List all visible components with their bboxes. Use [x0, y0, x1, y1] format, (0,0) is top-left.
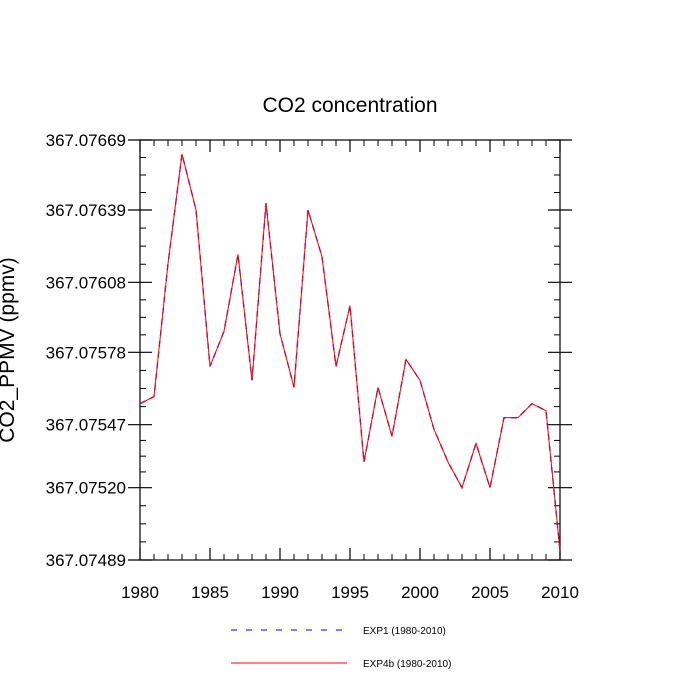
- y-tick-label: 367.07639: [46, 201, 126, 220]
- x-tick-label: 2000: [401, 583, 439, 602]
- x-axis: 1980 1985 1990 1995 2000 2005 2010: [121, 140, 579, 602]
- y-tick-label: 367.07520: [46, 479, 126, 498]
- series-line-exp4b: [139, 153, 561, 551]
- y-tick-label: 367.07669: [46, 131, 126, 150]
- x-tick-label: 1980: [121, 583, 159, 602]
- y-tick-label: 367.07578: [46, 343, 126, 362]
- x-tick-label: 2010: [541, 583, 579, 602]
- y-tick-label: 367.07608: [46, 273, 126, 292]
- y-tick-label: 367.07489: [46, 551, 126, 570]
- chart-title: CO2 concentration: [262, 94, 437, 117]
- x-tick-label: 1985: [191, 583, 229, 602]
- y-axis: 367.07489 367.07520 367.07547 367.07578 367.…: [46, 131, 572, 570]
- plot-area: 1980 1985 1990 1995 2000 2005 2010 367.0748936…: [46, 131, 579, 602]
- y-tick-label: 367.07547: [46, 416, 126, 435]
- series-layer: [139, 153, 561, 551]
- series-line-exp1: [139, 153, 561, 551]
- x-tick-label: 1995: [331, 583, 369, 602]
- plot-frame: [139, 139, 561, 561]
- x-tick-label: 2005: [471, 583, 509, 602]
- legend: EXP1 (1980-2010) EXP4b (1980-2010): [231, 626, 451, 670]
- legend-label-exp1: EXP1 (1980-2010): [363, 626, 446, 637]
- x-tick-label: 1990: [261, 583, 299, 602]
- y-axis-title: CO2_PPMV (ppmv): [0, 257, 19, 443]
- legend-label-exp4b: EXP4b (1980-2010): [363, 659, 451, 670]
